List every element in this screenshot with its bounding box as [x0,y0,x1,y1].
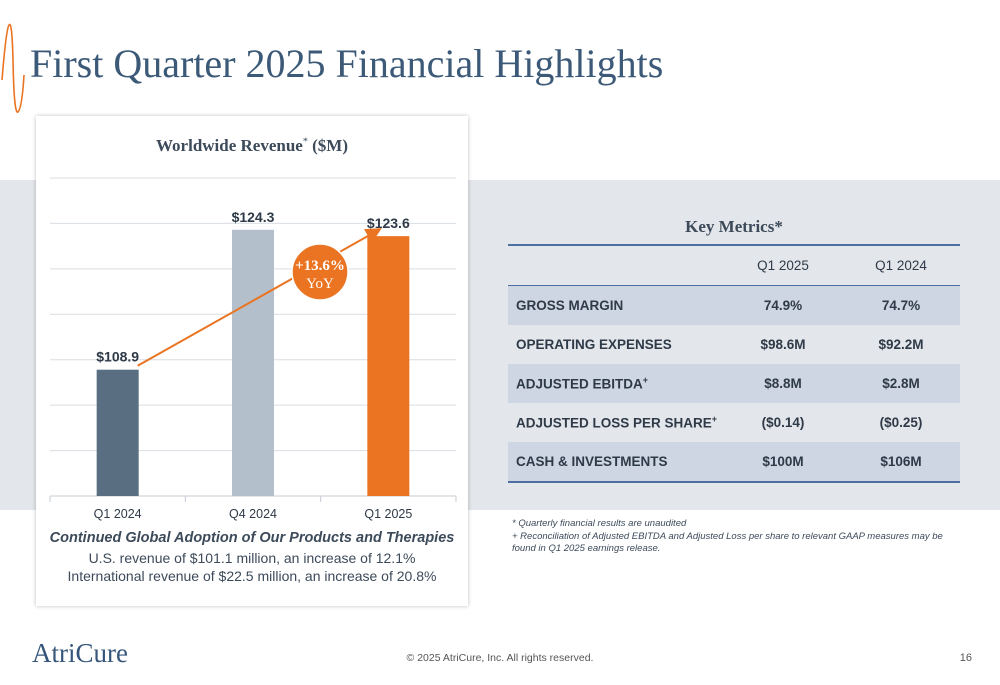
metric-label-text: ADJUSTED EBITDA [516,376,643,392]
page-number: 16 [959,652,972,664]
metric-label-text: GROSS MARGIN [516,298,624,313]
key-metrics-table: Q1 2025 Q1 2024 GROSS MARGIN 74.9% 74.7%… [508,244,960,483]
data-label: $123.6 [367,215,410,231]
metric-label-text: CASH & INVESTMENTS [516,454,668,469]
metric-footnote-mark: + [711,414,718,425]
metric-label: OPERATING EXPENSES [508,325,724,364]
footnote-reconciliation: + Reconciliation of Adjusted EBITDA and … [512,531,943,554]
table-row-adjusted-ebitda: ADJUSTED EBITDA+ $8.8M $2.8M [508,364,960,403]
table-header-row: Q1 2025 Q1 2024 [508,245,960,286]
chart-title-unit: ($M) [307,136,348,155]
chart-title-footnote-mark: * [302,136,308,148]
bar-q4-2024 [232,229,274,496]
table-row-adjusted-loss-per-share: ADJUSTED LOSS PER SHARE+ ($0.14) ($0.25) [508,403,960,442]
key-metrics-panel: Key Metrics* Q1 2025 Q1 2024 GROSS MARGI… [508,210,960,483]
x-tick-label: Q1 2024 [94,507,142,521]
metric-footnote-mark: + [642,375,649,386]
column-header-q1-2024: Q1 2024 [875,258,927,273]
x-tick-label: Q1 2025 [364,507,412,521]
table-row-operating-expenses: OPERATING EXPENSES $98.6M $92.2M [508,325,960,364]
slide-title: First Quarter 2025 Financial Highlights [30,41,664,86]
yoy-text-label: YoY [306,276,334,292]
metric-label: CASH & INVESTMENTS [508,442,724,482]
metric-value-q1-2025: ($0.14) [761,415,805,430]
metric-label-text: OPERATING EXPENSES [516,337,672,352]
atricure-logo: AtriCure [32,638,128,668]
table-row-cash-investments: CASH & INVESTMENTS $100M $106M [508,442,960,482]
metric-value-q1-2025: $98.6M [760,337,806,352]
data-label: $124.3 [232,209,275,225]
chart-caption-title: Continued Global Adoption of Our Product… [49,530,455,546]
column-header-q1-2025: Q1 2025 [757,258,809,273]
bar-q1-2024 [96,369,139,496]
yoy-percent-label: +13.6% [295,258,345,274]
x-tick-label: Q4 2024 [229,507,277,521]
metric-value-q1-2024: ($0.25) [879,415,923,430]
yoy-badge [291,243,349,301]
table-row-gross-margin: GROSS MARGIN 74.9% 74.7% [508,285,960,326]
metric-value-q1-2024: 74.7% [881,298,921,313]
metric-value-q1-2024: $106M [880,454,922,469]
chart-caption-us-revenue: U.S. revenue of $101.1 million, an incre… [88,550,416,566]
metric-value-q1-2025: $8.8M [764,376,802,391]
metric-value-q1-2025: $100M [762,454,804,469]
key-metrics-title: Key Metrics* [685,217,783,236]
chart-title-text: Worldwide Revenue [156,136,303,155]
metric-label-text: ADJUSTED LOSS PER SHARE [516,415,712,431]
chart-caption-intl-revenue: International revenue of $22.5 million, … [67,568,437,584]
chart-title: Worldwide Revenue* ($M) [36,136,468,156]
footnote-unaudited: * Quarterly financial results are unaudi… [512,518,687,529]
metric-value-q1-2025: 74.9% [763,298,803,313]
table-header-blank [508,245,724,286]
revenue-bar-chart: $108.9 Q1 2024 $124.3 Q4 2024 $123.6 Q1 2025 +… [49,177,457,521]
metric-label: GROSS MARGIN [508,286,724,326]
metric-value-q1-2024: $92.2M [878,337,924,352]
bar-q1-2025 [367,236,410,497]
metric-value-q1-2024: $2.8M [882,376,920,391]
heartbeat-line-decoration [1,23,25,113]
copyright-text: © 2025 AtriCure, Inc. All rights reserve… [406,652,594,664]
data-label: $108.9 [96,349,139,365]
metric-label: ADJUSTED EBITDA+ [508,364,724,403]
revenue-chart-panel: Worldwide Revenue* ($M) $108.9 Q1 2024 $12… [36,116,468,606]
metric-label: ADJUSTED LOSS PER SHARE+ [508,403,724,442]
